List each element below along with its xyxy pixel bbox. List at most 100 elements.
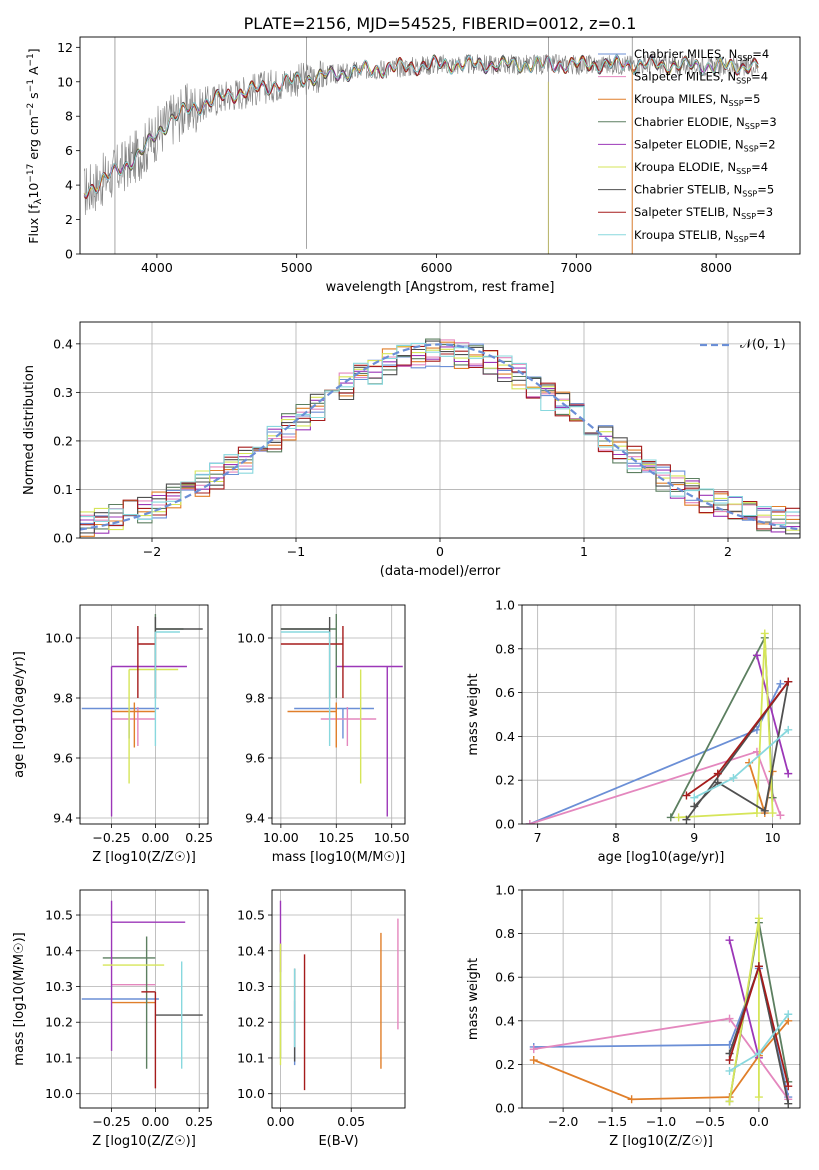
x-tick-label: 0.00 <box>141 830 169 845</box>
histogram-step <box>80 340 800 535</box>
legend-label: Kroupa STELIB, NSSP=4 <box>634 228 765 244</box>
x-axis-label: (data-model)/error <box>380 564 501 579</box>
y-tick-label: 0.1 <box>53 482 73 497</box>
y-label-part: Flux [f <box>26 204 41 244</box>
axes-frame <box>521 604 801 825</box>
legend-label: Salpeter ELODIE, NSSP=2 <box>634 137 776 153</box>
legend-sub: SSP <box>736 167 751 176</box>
weight-marker <box>725 1056 734 1065</box>
y-tick-label: 10.2 <box>45 1015 73 1030</box>
x-tick-label: −0.25 <box>92 830 130 845</box>
weight-marker <box>725 1014 734 1023</box>
weight-marker <box>713 769 722 778</box>
weight-marker <box>754 914 763 923</box>
legend-label: Kroupa ELODIE, NSSP=4 <box>634 160 768 176</box>
weight-marker <box>784 1082 793 1091</box>
normal-curve <box>80 343 800 531</box>
x-tick-label: 6000 <box>421 260 453 275</box>
weight-marker <box>784 1010 793 1019</box>
weight-series <box>678 633 774 819</box>
weight-series <box>529 683 782 824</box>
weight-marker <box>784 677 793 686</box>
x-tick-label: −0.25 <box>92 1114 130 1129</box>
y-tick-label: 9.6 <box>53 751 73 766</box>
y-label-part: 10 <box>26 183 41 199</box>
legend-text: Salpeter ELODIE, N <box>634 137 744 151</box>
weight-marker <box>725 1066 734 1075</box>
legend-sub: SSP <box>741 212 756 221</box>
weight-marker <box>752 725 761 734</box>
x-tick-label: 0.25 <box>185 830 213 845</box>
y-tick-label: 10.1 <box>237 1050 265 1065</box>
x-tick-label: 0.25 <box>185 1114 213 1129</box>
y-axis-label: age [log10(age/yr)] <box>12 651 27 778</box>
y-tick-label: 9.4 <box>245 811 265 826</box>
plot-area <box>83 37 759 254</box>
x-axis-label: age [log10(age/yr)] <box>598 850 725 865</box>
y-tick-label: 0.4 <box>53 336 73 351</box>
weight-marker <box>725 936 734 945</box>
y-axis-label: mass [log10(M/M☉)] <box>12 932 27 1065</box>
x-tick-label: −2.0 <box>548 1114 578 1129</box>
x-tick-label: −2 <box>143 544 161 559</box>
legend-n: =4 <box>752 47 769 61</box>
x-tick-label: 10.25 <box>318 830 354 845</box>
weight-marker <box>760 806 769 815</box>
legend-sub: SSP <box>744 144 759 153</box>
legend-label: Chabrier ELODIE, NSSP=3 <box>634 115 777 131</box>
y-tick-label: 9.6 <box>245 751 265 766</box>
plot-area <box>81 614 203 817</box>
axes-frame <box>271 604 406 825</box>
y-tick-label: 1.0 <box>495 598 515 613</box>
legend-label: Chabrier STELIB, NSSP=5 <box>634 183 774 199</box>
x-tick-label: 0.05 <box>337 1114 365 1129</box>
weight-marker <box>682 815 691 824</box>
y-label-part: A <box>26 66 41 79</box>
plot-area <box>80 338 800 537</box>
legend-sub: SSP <box>736 77 751 86</box>
y-tick-label: 10.4 <box>45 943 73 958</box>
legend-label: Salpeter STELIB, NSSP=3 <box>634 205 773 221</box>
legend-text: Kroupa STELIB, N <box>634 228 734 242</box>
figure-title: PLATE=2156, MJD=54525, FIBERID=0012, z=0… <box>244 14 637 33</box>
y-tick-label: 4 <box>65 178 73 193</box>
x-tick-label: −1 <box>287 544 305 559</box>
y-tick-label: 0 <box>65 247 73 262</box>
weight-marker <box>752 651 761 660</box>
y-tick-label: 1.0 <box>495 883 515 898</box>
legend-text: Salpeter STELIB, N <box>634 205 741 219</box>
y-label-part: λ <box>33 198 44 204</box>
y-label-part: −17 <box>26 164 36 183</box>
legend-label: 𝒩(0, 1) <box>740 336 786 351</box>
legend-text: Chabrier ELODIE, N <box>634 115 745 129</box>
y-axis-label: mass weight <box>466 673 481 755</box>
chart-residuals: −2 −1 0 1 2 0.0 0.1 0.2 0.3 0.4 (data-model)/error… <box>22 321 801 579</box>
y-tick-label: 10.0 <box>45 1086 73 1101</box>
y-tick-label: 9.8 <box>53 691 73 706</box>
chart-mass_vs_ebv: 0.00 0.05 10.0 10.1 10.2 10.3 10.4 10.5 E(B-V) <box>237 889 406 1149</box>
legend-n: =4 <box>751 160 768 174</box>
weight-marker <box>784 725 793 734</box>
chart-weight_vs_age: 7 8 9 10 0.0 0.2 0.4 0.6 0.8 1.0 age [log10(age/yr… <box>466 598 801 865</box>
weight-marker <box>754 1049 763 1058</box>
histogram-step <box>80 342 800 526</box>
plot-area <box>81 900 203 1089</box>
y-label-part: ] <box>26 48 41 53</box>
x-axis-label: mass [log10(M/M☉)] <box>272 850 405 865</box>
y-tick-label: 0.0 <box>53 531 73 546</box>
weight-marker <box>752 809 761 818</box>
chart-age_vs_Z: −0.25 0.00 0.25 9.4 9.6 9.8 10.0 Z [log10(Z/Z☉)… <box>12 604 213 865</box>
y-tick-label: 10.3 <box>45 979 73 994</box>
y-tick-label: 9.8 <box>245 691 265 706</box>
x-tick-label: 10.50 <box>374 830 410 845</box>
legend-n: =4 <box>751 70 768 84</box>
y-tick-label: 10.5 <box>45 908 73 923</box>
y-tick-label: 0.2 <box>495 773 515 788</box>
y-tick-label: 0.6 <box>495 970 515 985</box>
x-tick-label: 8000 <box>700 260 732 275</box>
axes-frame <box>79 604 209 825</box>
legend-sub: SSP <box>745 122 760 131</box>
legend-n: =3 <box>760 115 777 129</box>
x-tick-label: 8 <box>612 830 620 845</box>
y-tick-label: 0.4 <box>495 1013 515 1028</box>
